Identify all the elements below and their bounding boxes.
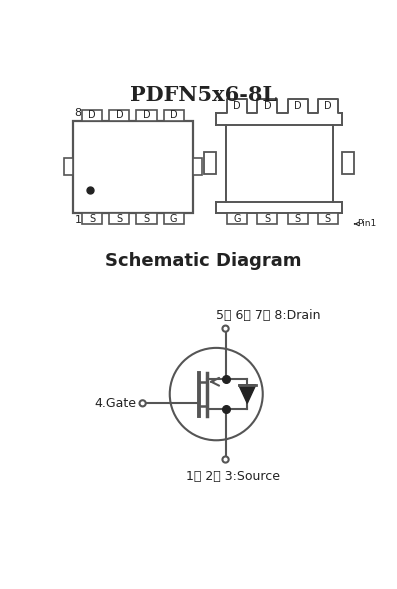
Bar — [109, 110, 129, 121]
Bar — [227, 213, 247, 224]
Circle shape — [222, 456, 229, 462]
Text: D: D — [143, 110, 150, 120]
Text: S: S — [89, 214, 95, 223]
Circle shape — [222, 326, 229, 332]
Text: 4.Gate: 4.Gate — [94, 397, 137, 410]
Text: S: S — [116, 214, 122, 223]
Text: 1: 1 — [74, 216, 81, 226]
Bar — [164, 110, 184, 121]
Bar — [257, 213, 278, 224]
Text: D: D — [116, 110, 123, 120]
Text: D: D — [294, 101, 301, 111]
Bar — [73, 121, 193, 213]
Text: S: S — [295, 214, 301, 223]
Bar — [193, 158, 202, 176]
Polygon shape — [239, 385, 256, 403]
Bar — [225, 125, 333, 201]
Text: D: D — [264, 101, 271, 111]
Text: 8: 8 — [74, 108, 81, 118]
Text: D: D — [233, 101, 241, 111]
Bar — [318, 213, 338, 224]
Text: S: S — [264, 214, 270, 223]
Text: D: D — [324, 101, 331, 111]
Bar — [137, 110, 156, 121]
Bar — [109, 213, 129, 224]
Text: G: G — [233, 214, 241, 223]
Bar — [82, 110, 102, 121]
Bar — [82, 213, 102, 224]
Text: G: G — [170, 214, 177, 223]
Text: 5、 6、 7、 8:Drain: 5、 6、 7、 8:Drain — [216, 309, 320, 322]
Circle shape — [170, 348, 263, 441]
Circle shape — [139, 401, 146, 406]
Text: 1、 2、 3:Source: 1、 2、 3:Source — [186, 470, 280, 484]
Bar — [342, 153, 354, 174]
Bar — [287, 213, 308, 224]
Text: D: D — [170, 110, 177, 120]
Text: Pin1: Pin1 — [355, 220, 376, 229]
Bar — [137, 213, 156, 224]
Bar — [164, 213, 184, 224]
Text: Schematic Diagram: Schematic Diagram — [105, 252, 301, 270]
Text: PDFN5x6-8L: PDFN5x6-8L — [129, 85, 277, 104]
Text: D: D — [89, 110, 96, 120]
Text: S: S — [143, 214, 150, 223]
Text: S: S — [325, 214, 331, 223]
Bar — [64, 158, 73, 176]
Bar — [204, 153, 216, 174]
